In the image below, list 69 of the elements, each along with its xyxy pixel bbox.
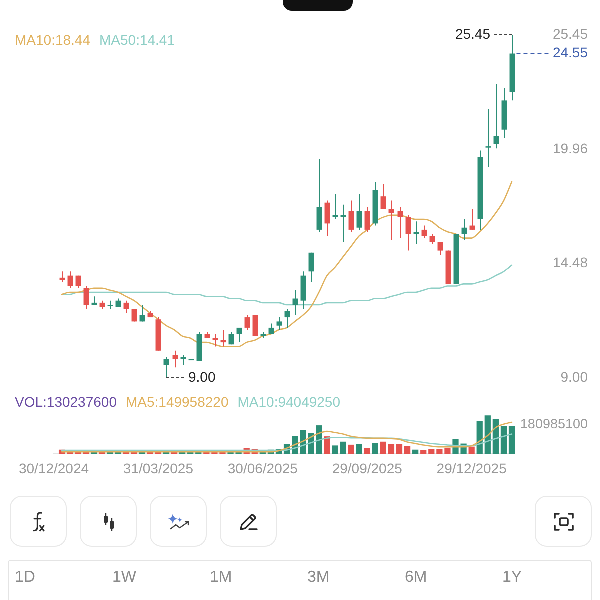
bar: [412, 450, 419, 454]
bar: [444, 448, 451, 454]
candlestick: [228, 332, 234, 346]
annotation: 25.45: [455, 26, 491, 42]
x-tick-label: 29/12/2025: [436, 460, 508, 476]
bar: [420, 450, 427, 454]
bar: [500, 426, 508, 454]
text: 6M: [405, 569, 428, 586]
candlestick: [252, 314, 258, 337]
candlestick: [356, 194, 362, 230]
bar: [380, 442, 386, 454]
bar: [404, 446, 411, 454]
text: 180985100: [520, 416, 588, 432]
y-tick-label: 19.96: [552, 140, 588, 156]
bar: [348, 444, 354, 454]
bar: [364, 448, 370, 454]
candlestick: [244, 314, 250, 331]
line-series: [61, 181, 513, 348]
bar: [356, 444, 362, 454]
text: MA10:18.44: [15, 32, 90, 48]
candlestick: [84, 286, 90, 310]
y-tick-label: 9.00: [560, 368, 588, 385]
candlestick: [76, 275, 82, 289]
candlestick: [494, 84, 500, 150]
bar: [396, 444, 403, 454]
candlestick: [388, 200, 394, 241]
bar: [484, 416, 491, 454]
text: 1W: [112, 569, 136, 586]
annotation: 9.00: [188, 368, 216, 385]
bar: [324, 436, 330, 454]
candlestick: [364, 206, 370, 233]
line-series: [61, 264, 513, 306]
y-tick-label: 25.45: [552, 26, 588, 42]
candlestick: [276, 317, 282, 331]
x-tick-label: 31/03/2025: [123, 460, 194, 476]
candlestick: [486, 108, 492, 168]
candlestick: [398, 206, 404, 239]
bar: [508, 426, 516, 454]
bar: [388, 444, 395, 454]
candlestick: [406, 214, 412, 252]
candlestick: [132, 308, 138, 322]
candlestick: [430, 234, 436, 246]
bar: [316, 426, 322, 454]
candlestick: [438, 242, 444, 256]
x-tick-label: 30/06/2025: [228, 460, 298, 476]
candlestick: [308, 252, 314, 283]
text: MA50:14.41: [100, 32, 175, 48]
bar: [372, 443, 378, 454]
y-tick-label: 14.48: [552, 254, 588, 271]
ref-line-label: 24.55: [552, 44, 588, 61]
candlestick: [316, 158, 322, 233]
candlestick: [68, 271, 74, 289]
text: 1D: [15, 569, 36, 586]
candlestick: [348, 200, 354, 233]
bar: [428, 449, 435, 454]
text: 1M: [210, 569, 232, 586]
x-tick-label: 30/12/2024: [18, 460, 90, 476]
bar: [468, 446, 475, 454]
bar: [436, 449, 443, 454]
candlestick: [380, 184, 386, 210]
x-tick-label: 29/09/2025: [332, 460, 403, 476]
text: MA5:149958220: [126, 394, 229, 410]
chart-title: VOL:130237600: [15, 394, 117, 410]
candlestick: [324, 200, 330, 237]
text: 3M: [308, 569, 330, 586]
candlestick: [164, 356, 170, 378]
series-label: MA10:94049250: [238, 394, 341, 410]
text: 1Y: [502, 569, 522, 586]
bar: [492, 419, 499, 454]
